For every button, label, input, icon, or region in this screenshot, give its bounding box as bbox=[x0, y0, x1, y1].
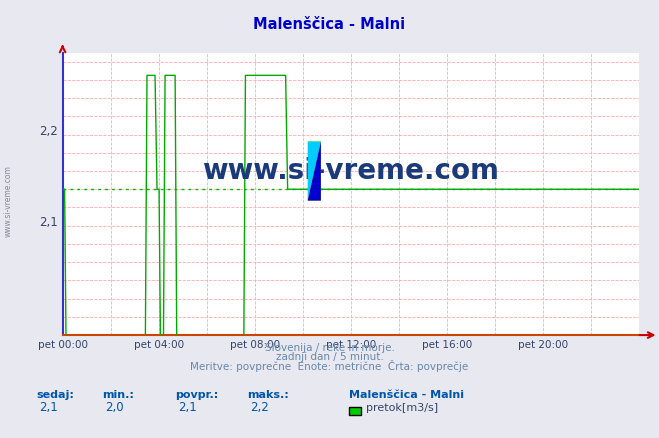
Polygon shape bbox=[308, 141, 321, 201]
Bar bbox=[308, 141, 321, 201]
Text: Malenščica - Malni: Malenščica - Malni bbox=[349, 390, 465, 400]
Text: Malenščica - Malni: Malenščica - Malni bbox=[254, 17, 405, 32]
Text: sedaj:: sedaj: bbox=[36, 390, 74, 400]
Text: 2,1: 2,1 bbox=[178, 401, 196, 414]
Text: Meritve: povprečne  Enote: metrične  Črta: povprečje: Meritve: povprečne Enote: metrične Črta:… bbox=[190, 360, 469, 372]
Text: www.si-vreme.com: www.si-vreme.com bbox=[202, 157, 500, 185]
Text: min.:: min.: bbox=[102, 390, 134, 400]
Text: Slovenija / reke in morje.: Slovenija / reke in morje. bbox=[264, 343, 395, 353]
Text: maks.:: maks.: bbox=[247, 390, 289, 400]
Text: 2,2: 2,2 bbox=[250, 401, 269, 414]
Text: pretok[m3/s]: pretok[m3/s] bbox=[366, 403, 438, 413]
Text: www.si-vreme.com: www.si-vreme.com bbox=[3, 166, 13, 237]
Polygon shape bbox=[308, 141, 321, 201]
Text: povpr.:: povpr.: bbox=[175, 390, 218, 400]
Text: 2,0: 2,0 bbox=[105, 401, 124, 414]
Text: zadnji dan / 5 minut.: zadnji dan / 5 minut. bbox=[275, 352, 384, 362]
Text: 2,1: 2,1 bbox=[40, 401, 58, 414]
